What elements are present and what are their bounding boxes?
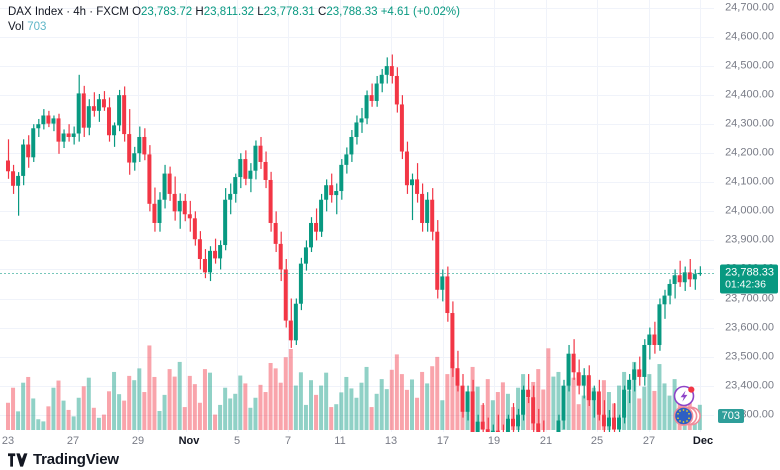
time-axis[interactable]: 23 27 29 Nov 5 7 11 13 17 19 21 25 27 Dec — [0, 432, 780, 452]
legend-volume-label: Vol — [8, 21, 24, 33]
time-axis-label: 27 — [66, 435, 80, 447]
tradingview-logo-text: TradingView — [33, 451, 119, 468]
legend-change-value: +4.61 (+0.02%) — [380, 6, 460, 18]
price-axis[interactable]: 24,700.00 24,600.00 24,500.00 24,400.00 24,3… — [714, 0, 780, 432]
legend-open-label: O — [132, 6, 142, 18]
legend-sep-2: · — [89, 6, 94, 18]
price-axis-label: 24,200.00 — [725, 146, 774, 159]
price-axis-label: 24,300.00 — [725, 117, 774, 130]
price-axis-label: 24,700.00 — [725, 1, 774, 14]
badges-svg — [673, 385, 701, 426]
price-axis-label: 23,600.00 — [725, 321, 774, 334]
time-axis-label: 5 — [233, 435, 241, 447]
legend-sep-1: · — [66, 6, 71, 18]
legend-low-value: 23,778.31 — [263, 6, 315, 18]
tradingview-logo[interactable]: TradingView — [8, 452, 119, 468]
legend-symbol[interactable]: DAX Index — [8, 6, 63, 18]
time-axis-label: 17 — [436, 435, 450, 447]
legend-close-label: C — [318, 6, 327, 18]
tradingview-logo-icon — [8, 453, 28, 467]
chart-plot-area[interactable] — [0, 0, 714, 432]
time-axis-label: Nov — [178, 435, 200, 447]
chart-badges-group[interactable] — [666, 383, 712, 429]
price-axis-label: 24,100.00 — [725, 175, 774, 188]
time-axis-label: 25 — [590, 435, 604, 447]
legend-exchange: FXCM — [96, 6, 129, 18]
time-axis-label: 7 — [284, 435, 292, 447]
price-axis-label: 24,600.00 — [725, 30, 774, 43]
time-axis-label: 11 — [334, 435, 346, 447]
current-price-value: 23,788.33 — [725, 266, 774, 279]
legend-low-label: L — [257, 6, 264, 18]
legend-high-label: H — [195, 6, 204, 18]
price-axis-label: 23,500.00 — [725, 350, 774, 363]
current-price-badge[interactable]: 23,788.33 01:42:36 — [720, 264, 778, 294]
time-axis-label: 23 — [1, 435, 15, 447]
current-volume-badge[interactable]: 703 — [717, 409, 744, 423]
time-axis-label: 29 — [131, 435, 145, 447]
candlestick-canvas — [0, 0, 714, 432]
price-axis-label: 24,400.00 — [725, 88, 774, 101]
time-axis-label: 19 — [487, 435, 501, 447]
euro-coins-badge-icon[interactable] — [673, 406, 701, 426]
price-axis-label: 24,000.00 — [725, 204, 774, 217]
lightning-badge-icon[interactable] — [673, 385, 695, 407]
time-axis-label: 21 — [539, 435, 553, 447]
time-axis-label: 27 — [642, 435, 656, 447]
chart-legend: DAX Index · 4h · FXCM O23,783.72 H23,811… — [8, 5, 460, 34]
price-axis-label: 24,500.00 — [725, 59, 774, 72]
price-axis-label: 23,300.00 — [725, 408, 774, 421]
price-axis-label: 23,700.00 — [725, 292, 774, 304]
legend-close-value: 23,788.33 — [326, 6, 378, 18]
price-axis-label: 23,400.00 — [725, 379, 774, 392]
legend-open-value: 23,783.72 — [141, 6, 193, 18]
legend-high-value: 23,811.32 — [203, 6, 255, 18]
bar-countdown-timer: 01:42:36 — [725, 278, 766, 291]
time-axis-label: Dec — [692, 435, 714, 447]
price-axis-label: 23,900.00 — [725, 233, 774, 246]
time-axis-label: 13 — [384, 435, 398, 447]
legend-volume-value: 703 — [27, 21, 47, 33]
legend-interval[interactable]: 4h — [73, 6, 87, 18]
